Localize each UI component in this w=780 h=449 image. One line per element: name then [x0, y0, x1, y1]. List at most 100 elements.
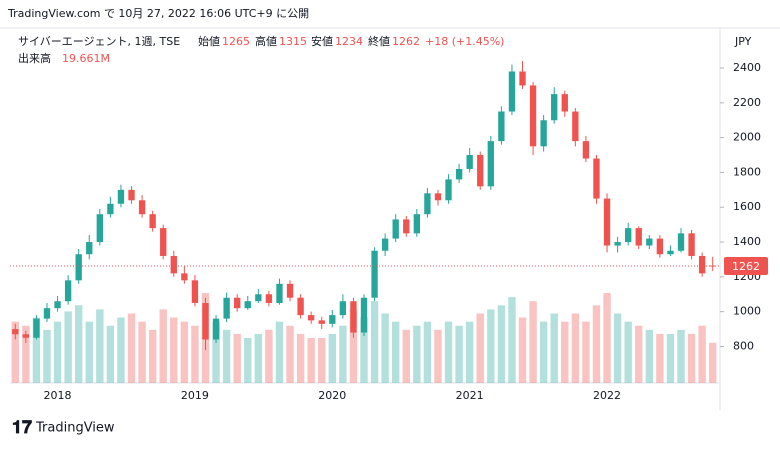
- candle-body: [212, 318, 220, 340]
- volume-bar: [318, 338, 326, 383]
- volume-bar: [138, 321, 146, 383]
- volume-bar: [613, 313, 622, 383]
- candle-body: [519, 71, 526, 86]
- candle-body: [255, 294, 262, 302]
- volume-bar: [687, 333, 696, 383]
- candle-body: [572, 111, 579, 142]
- low-value: 1234: [335, 35, 363, 48]
- volume-bar: [645, 329, 654, 383]
- volume-bar: [413, 325, 421, 383]
- candle-body: [43, 308, 51, 319]
- candle-body: [508, 71, 516, 112]
- candle-body: [455, 168, 463, 180]
- volume-bar: [666, 333, 675, 383]
- candle-body: [22, 334, 30, 338]
- volume-bar: [444, 321, 453, 383]
- candle-body: [667, 250, 674, 255]
- volume-bar: [487, 309, 495, 383]
- y-tick-label: 1800: [733, 165, 761, 178]
- candle-body: [445, 179, 452, 201]
- volume-bar: [53, 321, 62, 383]
- volume-bar: [392, 321, 400, 383]
- open-value: 1265: [222, 35, 250, 48]
- candle-body: [297, 297, 304, 316]
- volume-bar: [96, 309, 104, 383]
- candle-body: [75, 254, 82, 281]
- candle-body: [688, 233, 695, 256]
- volume-value: 19.661M: [62, 52, 110, 65]
- candle-body: [561, 94, 568, 112]
- candle-body: [434, 193, 442, 201]
- candle-body: [160, 228, 167, 256]
- candle-body: [223, 297, 230, 319]
- candle-body: [656, 238, 664, 255]
- candle-body: [350, 301, 357, 333]
- volume-bar: [508, 297, 516, 383]
- volume-bar: [561, 321, 569, 383]
- candle-body: [33, 318, 40, 338]
- candle-body: [593, 158, 600, 199]
- y-tick-label: 800: [733, 339, 754, 352]
- candle-body: [540, 120, 547, 147]
- close-label: 終値: [368, 34, 390, 48]
- close-value: 1262: [392, 35, 420, 48]
- volume-bar: [603, 293, 611, 383]
- volume-bar: [127, 313, 136, 383]
- y-tick-label: 1600: [733, 200, 761, 213]
- volume-bar: [550, 313, 558, 383]
- open-label: 始値: [198, 34, 220, 48]
- candle-body: [107, 203, 114, 215]
- candle-body: [403, 219, 410, 234]
- volume-bar: [32, 317, 41, 383]
- candle-body: [498, 111, 505, 142]
- volume-bar: [381, 313, 389, 383]
- candle-body: [635, 228, 642, 246]
- volume-bar: [191, 325, 199, 383]
- y-tick-label: 2200: [733, 96, 761, 109]
- published-note: TradingView.com で 10月 27, 2022 16:06 UTC…: [7, 7, 309, 20]
- volume-bar: [180, 321, 189, 383]
- volume-bar: [582, 321, 590, 383]
- candle-body: [392, 219, 399, 239]
- candle-body: [12, 329, 19, 335]
- candle-body: [424, 193, 431, 215]
- candle-body: [603, 198, 611, 246]
- volume-bar: [296, 333, 305, 383]
- candle-body: [477, 155, 484, 187]
- candle-body: [614, 242, 621, 246]
- candle-body: [286, 283, 294, 298]
- volume-bar: [349, 309, 358, 383]
- volume-bar: [233, 333, 241, 383]
- volume-bar: [434, 329, 442, 383]
- volume-bar: [529, 301, 537, 383]
- volume-bar: [244, 338, 252, 383]
- x-tick-label: 2018: [44, 389, 72, 402]
- volume-bar: [286, 325, 294, 383]
- candle-body: [551, 94, 558, 121]
- volume-bar: [275, 321, 284, 383]
- logo-text: TradingView: [35, 421, 115, 436]
- volume-bar: [360, 317, 368, 383]
- volume-bar: [339, 325, 347, 383]
- candle-body: [170, 255, 177, 274]
- volume-bar: [402, 329, 410, 383]
- candle-body: [234, 297, 241, 309]
- candle-body: [529, 85, 537, 147]
- candle-body: [413, 214, 421, 234]
- last-price-tag: [724, 257, 768, 276]
- volume-bar: [170, 317, 178, 383]
- volume-bar: [635, 325, 643, 383]
- candle-body: [96, 214, 103, 243]
- volume-bar: [539, 321, 548, 383]
- y-tick-label: 1000: [733, 305, 761, 318]
- candle-body: [360, 297, 368, 333]
- candle-body: [128, 189, 135, 201]
- symbol-name: サイバーエージェント, 1週, TSE: [18, 35, 180, 48]
- candle-body: [64, 280, 72, 302]
- volume-bar: [222, 329, 231, 383]
- change: +18 (+1.45%): [425, 35, 504, 48]
- candle-body: [276, 283, 283, 303]
- x-tick-label: 2019: [181, 389, 209, 402]
- volume-bar: [328, 333, 336, 383]
